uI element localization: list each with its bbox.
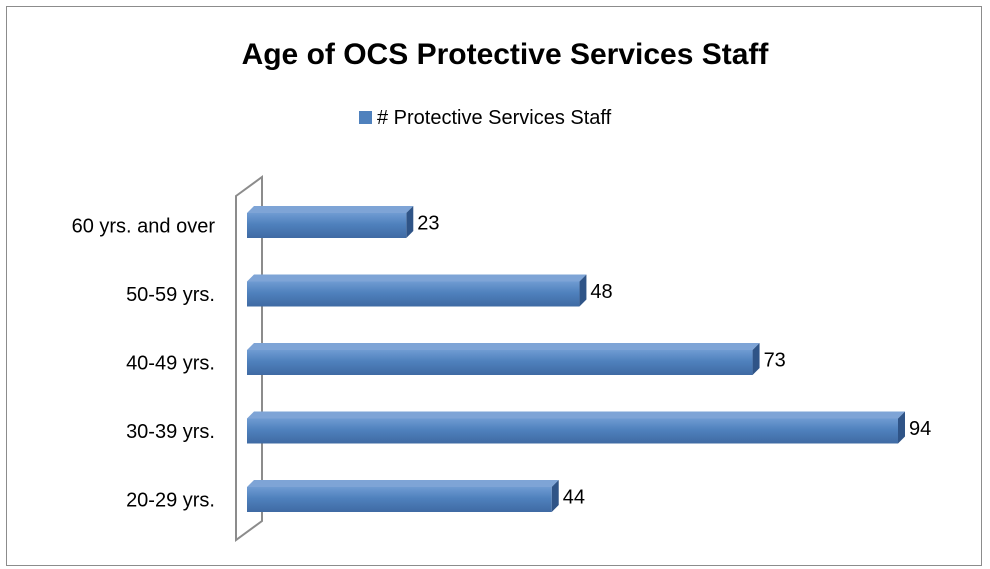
bar-front-face [247,350,753,375]
category-label-50-59-yrs: 50-59 yrs. [126,284,215,306]
bar-end-face [898,411,905,444]
legend-swatch [359,111,372,124]
category-label-20-29-yrs: 20-29 yrs. [126,490,215,512]
bar-end-face [579,274,587,307]
bar-top-face [247,206,414,213]
bar-top-face [247,411,905,419]
category-label-40-49-yrs: 40-49 yrs. [126,353,215,375]
category-label-60-yrs-and-over: 60 yrs. and over [72,216,216,238]
category-label-30-39-yrs: 30-39 yrs. [126,421,215,443]
bar-top-face [247,274,587,282]
bar-top-face [247,480,559,487]
value-label-50-59-yrs: 48 [590,281,612,303]
value-labels: 23 48 73 94 44 [417,213,931,509]
bar-20-29-yrs [247,480,559,512]
value-label-60-yrs-and-over: 23 [417,213,439,235]
value-label-30-39-yrs: 94 [909,418,931,440]
bar-front-face [247,487,552,512]
category-labels: 60 yrs. and over 50-59 yrs. 40-49 yrs. 30-3… [72,216,216,512]
legend-label: # Protective Services Staff [377,107,612,129]
bars [247,206,905,512]
bar-top-face [247,343,760,350]
bar-front-face [247,418,898,444]
value-label-40-49-yrs: 73 [764,350,786,372]
bar-end-face [551,480,559,512]
bar-end-face [752,343,760,375]
bar-30-39-yrs [247,411,905,444]
bar-50-59-yrs [247,274,587,307]
bar-60-yrs-and-over [247,206,414,238]
bar-front-face [247,213,407,238]
legend: # Protective Services Staff [359,107,612,129]
bar-front-face [247,281,580,307]
bar-end-face [406,206,414,238]
value-label-20-29-yrs: 44 [563,487,585,509]
bar-40-49-yrs [247,343,760,375]
chart-title: Age of OCS Protective Services Staff [242,38,770,71]
